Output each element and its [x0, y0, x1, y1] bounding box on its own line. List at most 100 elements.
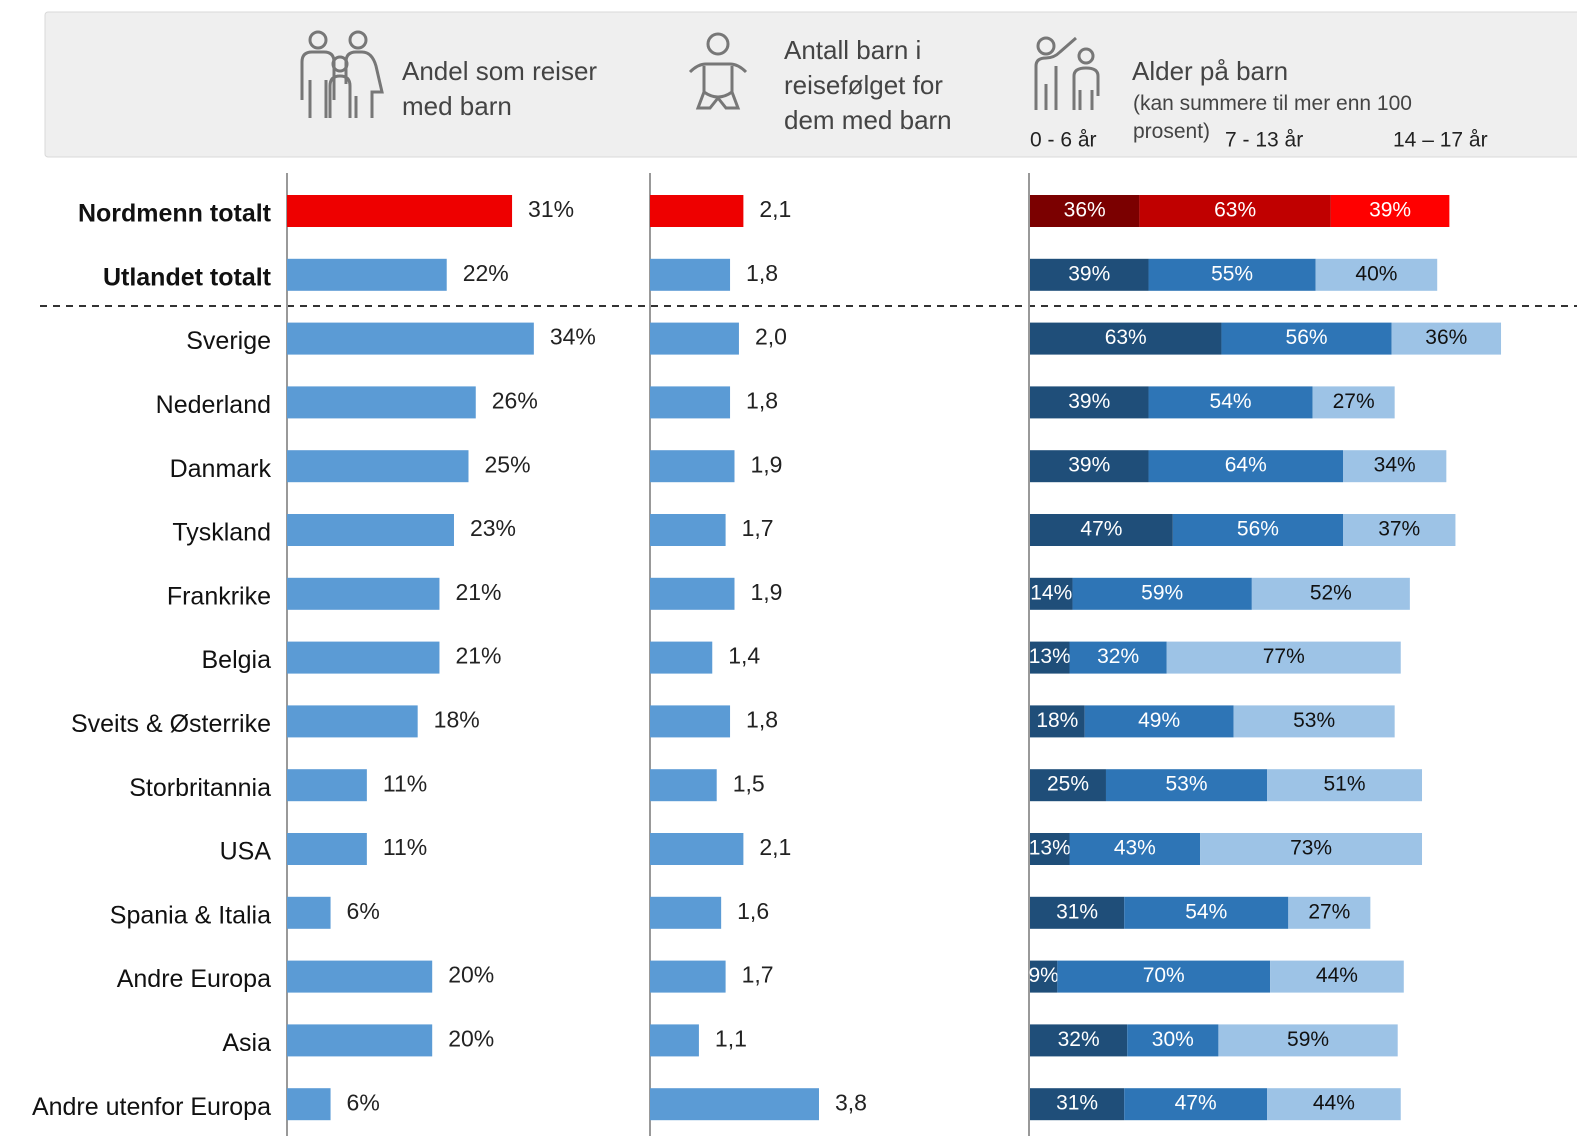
- bar-segment: [1124, 896, 1289, 929]
- bar-segment: [1030, 960, 1058, 993]
- panel-title: Antall barn i reisefølget for dem med ba…: [784, 35, 952, 135]
- bar: [650, 577, 735, 610]
- bar-segment: [1172, 514, 1344, 546]
- value-label: 11%: [383, 770, 427, 796]
- bar: [650, 1024, 699, 1057]
- bar: [287, 960, 433, 993]
- category-label: Spania & Italia: [110, 901, 271, 929]
- segment-label: 49%: [1138, 709, 1180, 732]
- bar-segment: [1084, 705, 1234, 738]
- bar: [650, 450, 735, 483]
- value-label: 20%: [448, 1025, 494, 1051]
- value-label: 1,4: [728, 643, 760, 669]
- category-label: Sveits & Østerrike: [71, 710, 271, 738]
- segment-label: 53%: [1293, 709, 1335, 732]
- category-label: USA: [220, 838, 272, 866]
- bar-segment: [1148, 386, 1313, 419]
- segment-label: 31%: [1056, 1092, 1098, 1115]
- bar-segment: [1030, 1024, 1128, 1057]
- category-label: Asia: [222, 1029, 271, 1057]
- value-label: 1,6: [737, 898, 769, 924]
- segment-label: 37%: [1378, 518, 1420, 541]
- value-label: 22%: [463, 260, 509, 286]
- bar: [287, 641, 440, 674]
- bar-segment: [1251, 577, 1410, 610]
- bar-segment: [1124, 1088, 1268, 1121]
- bar: [287, 450, 469, 483]
- value-label: 34%: [550, 324, 596, 350]
- bar: [650, 1088, 819, 1121]
- bar-segment: [1218, 1024, 1398, 1057]
- segment-label: 63%: [1214, 199, 1256, 222]
- segment-label: 47%: [1080, 518, 1122, 541]
- segment-label: 47%: [1175, 1092, 1217, 1115]
- segment-label: 59%: [1287, 1028, 1329, 1051]
- segment-label: 39%: [1068, 454, 1110, 477]
- category-label: Nordmenn totalt: [78, 200, 272, 228]
- bar-segment: [1030, 577, 1073, 610]
- bar-segment: [1030, 641, 1070, 674]
- bar: [650, 386, 731, 419]
- bar-segment: [1030, 896, 1125, 929]
- segment-label: 30%: [1152, 1028, 1194, 1051]
- legend-label: 7 - 13 år: [1225, 129, 1303, 152]
- bar: [650, 896, 722, 929]
- segment-label: 18%: [1036, 709, 1078, 732]
- segment-label: 36%: [1064, 199, 1106, 222]
- segment-label: 27%: [1333, 390, 1375, 413]
- segment-label: 39%: [1068, 390, 1110, 413]
- category-label: Danmark: [170, 455, 272, 483]
- bar-segment: [1030, 195, 1140, 227]
- bar: [650, 960, 726, 993]
- bar: [650, 258, 731, 291]
- category-label: Frankrike: [167, 582, 271, 610]
- value-label: 1,8: [746, 387, 778, 413]
- bar-segment: [1288, 896, 1371, 929]
- segment-label: 44%: [1313, 1092, 1355, 1115]
- bar-segment: [1057, 960, 1271, 993]
- bar-segment: [1270, 960, 1404, 993]
- bar-segment: [1221, 322, 1392, 355]
- value-label: 6%: [347, 1089, 380, 1115]
- category-label: Sverige: [186, 327, 271, 355]
- value-label: 21%: [455, 643, 501, 669]
- bar: [287, 258, 447, 291]
- segment-label: 32%: [1058, 1028, 1100, 1051]
- segment-label: 36%: [1425, 326, 1467, 349]
- bar-segment: [1267, 1088, 1401, 1121]
- bar-segment: [1267, 769, 1423, 802]
- bar: [287, 514, 454, 546]
- segment-label: 39%: [1068, 262, 1110, 285]
- segment-label: 25%: [1047, 773, 1089, 796]
- bar: [287, 833, 367, 865]
- segment-label: 54%: [1210, 390, 1252, 413]
- bar-segment: [1105, 769, 1268, 802]
- segment-label: 56%: [1237, 518, 1279, 541]
- segment-label: 53%: [1165, 773, 1207, 796]
- bar: [287, 896, 331, 929]
- bar-segment: [1030, 258, 1149, 291]
- value-label: 11%: [383, 834, 427, 860]
- segment-label: 9%: [1028, 964, 1058, 987]
- panel-title: Andel som reiser med barn: [402, 56, 598, 121]
- bar-segment: [1233, 705, 1395, 738]
- segment-label: 59%: [1141, 581, 1183, 604]
- value-label: 2,1: [759, 834, 791, 860]
- legend-label: 14 – 17 år: [1393, 129, 1488, 152]
- bar-segment: [1030, 705, 1085, 738]
- value-label: 6%: [347, 898, 380, 924]
- category-label: Tyskland: [172, 519, 271, 547]
- category-label: Nederland: [156, 391, 271, 419]
- segment-label: 14%: [1030, 581, 1072, 604]
- bar-segment: [1148, 450, 1344, 483]
- segment-label: 13%: [1029, 837, 1071, 860]
- bar-segment: [1312, 386, 1395, 419]
- children-icon: [1034, 36, 1100, 110]
- segment-label: 40%: [1355, 262, 1397, 285]
- bar-segment: [1166, 641, 1401, 674]
- bar-segment: [1030, 322, 1222, 355]
- value-label: 21%: [455, 579, 501, 605]
- segment-label: 44%: [1316, 964, 1358, 987]
